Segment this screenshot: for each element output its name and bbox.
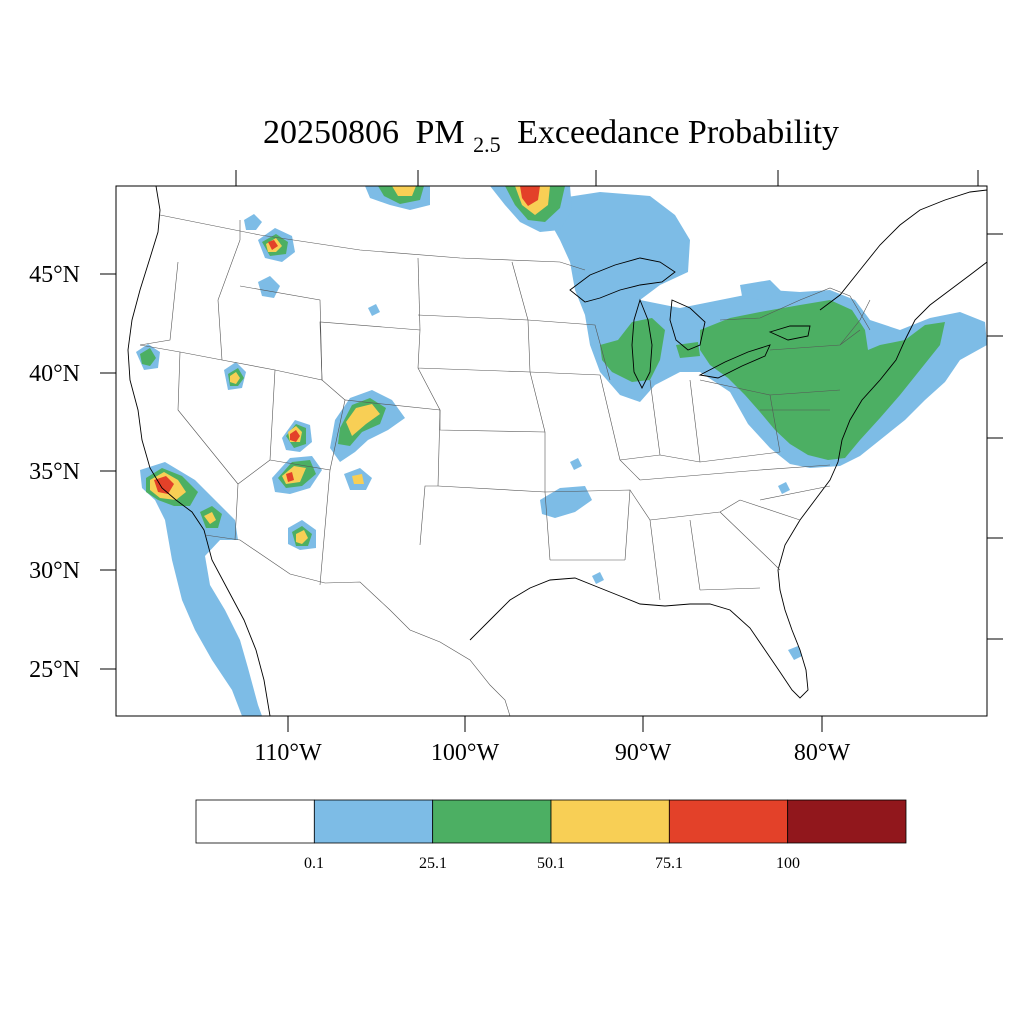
coastline-lake-erie [698,344,771,379]
blob-montana-small [244,214,262,230]
lat-label-35: 35°N [29,459,80,485]
blob-red-top2 [520,186,540,206]
blob-red-socal [154,476,174,494]
title-date: 20250806 [263,114,399,151]
colorbar-label-2: 50.1 [537,855,565,872]
state-lines [139,220,871,601]
lat-label-40: 40°N [29,361,80,387]
map-border [115,185,988,717]
coastline-lake-huron [669,299,706,351]
blob-mo-small [570,458,582,470]
blob-yellow-nm [352,474,364,484]
border-canada [159,214,586,271]
colorbar-labels: 0.1 25.1 50.1 75.1 100 [304,855,800,872]
bottom-ticks [287,716,823,732]
blob-ne-maine [740,280,782,300]
lat-label-45: 45°N [29,262,80,288]
blob-yellow-4c [346,404,380,436]
lon-label-80w: 80°W [794,740,851,766]
coastline-lake-superior [569,257,676,303]
border-canada-east [719,287,871,331]
title-rest: Exceedance Probability [517,114,839,151]
blob-green-northeast [700,300,945,460]
blob-yellow-az-s [296,530,308,544]
top-ticks [235,170,979,186]
map-title: 20250806 PM 2.5 Exceedance Probability [263,114,839,160]
blob-red-ut [290,430,300,442]
colorbar-label-0: 0.1 [304,855,324,872]
coastline-east [777,261,987,571]
lon-label-100w: 100°W [431,740,500,766]
blob-la-small [592,572,604,584]
colorbar-label-1: 25.1 [419,855,447,872]
lon-label-110w: 110°W [254,740,322,766]
title-subscript: 2.5 [473,132,501,157]
border-mexico [204,534,511,716]
lat-label-30: 30°N [29,558,80,584]
map-content [127,186,987,716]
blob-fl-small [788,646,802,660]
blob-nc-small [778,482,790,494]
coastline-west [127,186,271,716]
blob-wyoming-small [258,276,280,298]
blob-yellow-nv [230,372,240,384]
coastline-lake-michigan [631,298,653,390]
blob-ark [540,486,592,518]
colorbar-label-3: 75.1 [655,855,683,872]
colorbar-label-4: 100 [776,855,800,872]
coastline-lake-ontario [768,325,811,341]
coastline-canada-north [819,189,987,311]
blob-yellow-top1 [392,186,416,196]
blob-california-coast [140,462,262,716]
lat-label-25: 25°N [29,657,80,683]
colorbar [195,799,907,844]
title-pm: PM [415,114,464,151]
blob-red-az [286,472,294,482]
blob-red-id [268,240,278,250]
lon-label-90w: 90°W [615,740,672,766]
colorbar-swatch-3 [550,799,670,844]
colorbar-swatch-4 [668,799,789,844]
left-ticks [100,273,116,670]
coastline-gulf [469,569,809,699]
blob-green-norcal [140,348,156,366]
probability-layer-red [154,186,540,494]
blob-yellow-socal2 [204,512,216,524]
right-ticks [987,233,1003,640]
colorbar-swatch-0 [195,799,315,844]
colorbar-swatch-2 [432,799,552,844]
colorbar-swatch-5 [787,799,907,844]
blob-sd-small [368,304,380,316]
colorbar-swatch-1 [313,799,434,844]
